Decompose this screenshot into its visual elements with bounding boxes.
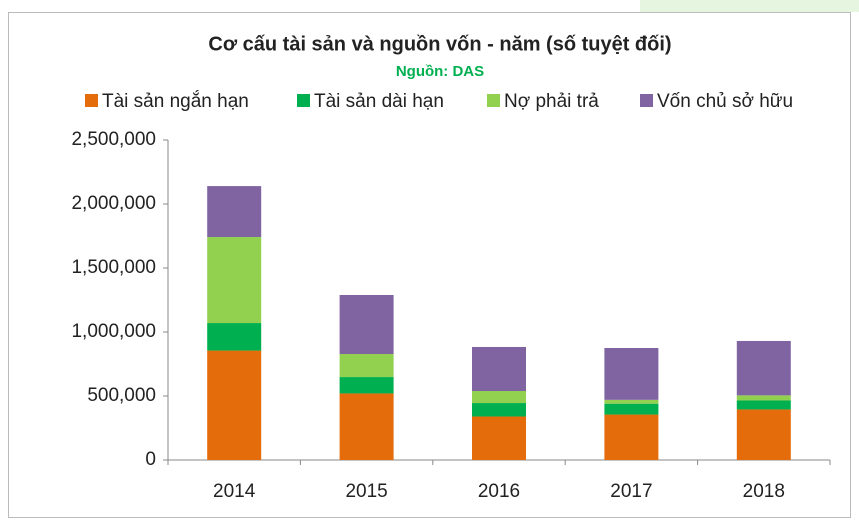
legend-label: Vốn chủ sở hữu — [657, 91, 793, 112]
legend-label: Tài sản dài hạn — [314, 91, 444, 112]
bar-segment — [472, 416, 526, 460]
legend-label: Nợ phải trả — [504, 91, 599, 112]
bar-segment — [472, 403, 526, 417]
legend-swatch — [297, 94, 310, 107]
bar-segment — [207, 237, 262, 324]
bar-segment — [604, 414, 659, 460]
bar-segment — [207, 323, 262, 351]
legend-swatch — [487, 94, 500, 107]
bar-segment — [339, 377, 394, 394]
x-tick-label: 2016 — [478, 481, 520, 502]
x-tick-label: 2015 — [345, 481, 387, 502]
top-band — [640, 0, 859, 12]
y-tick-label: 500,000 — [87, 385, 156, 406]
bar-segment — [604, 348, 659, 400]
x-tick-label: 2014 — [213, 481, 256, 502]
y-tick-label: 2,000,000 — [71, 193, 156, 214]
x-tick-label: 2017 — [610, 481, 652, 502]
bar-segment — [604, 399, 659, 404]
bar-segment — [472, 391, 526, 404]
bar-segment — [736, 340, 791, 396]
y-tick-label: 2,500,000 — [71, 129, 156, 150]
bar-segment — [736, 409, 791, 460]
bar-segment — [472, 346, 526, 392]
bar-segment — [339, 393, 394, 460]
bar-segment — [604, 403, 659, 415]
y-tick-label: 1,500,000 — [71, 257, 156, 278]
bar-segment — [207, 186, 262, 238]
legend-swatch — [85, 94, 98, 107]
chart-title: Cơ cấu tài sản và nguồn vốn - năm (số tu… — [208, 33, 671, 55]
bar-segment — [339, 354, 394, 378]
bar-segment — [736, 400, 791, 410]
x-tick-label: 2018 — [743, 481, 785, 502]
y-tick-label: 1,000,000 — [71, 321, 156, 342]
chart-subtitle: Nguồn: DAS — [396, 63, 484, 80]
chart-frame — [8, 12, 851, 518]
bar-segment — [339, 295, 394, 355]
bar-segment — [736, 395, 791, 401]
legend-label: Tài sản ngắn hạn — [102, 90, 249, 112]
bar-segment — [207, 350, 262, 460]
legend-swatch — [640, 94, 653, 107]
y-tick-label: 0 — [145, 449, 156, 470]
